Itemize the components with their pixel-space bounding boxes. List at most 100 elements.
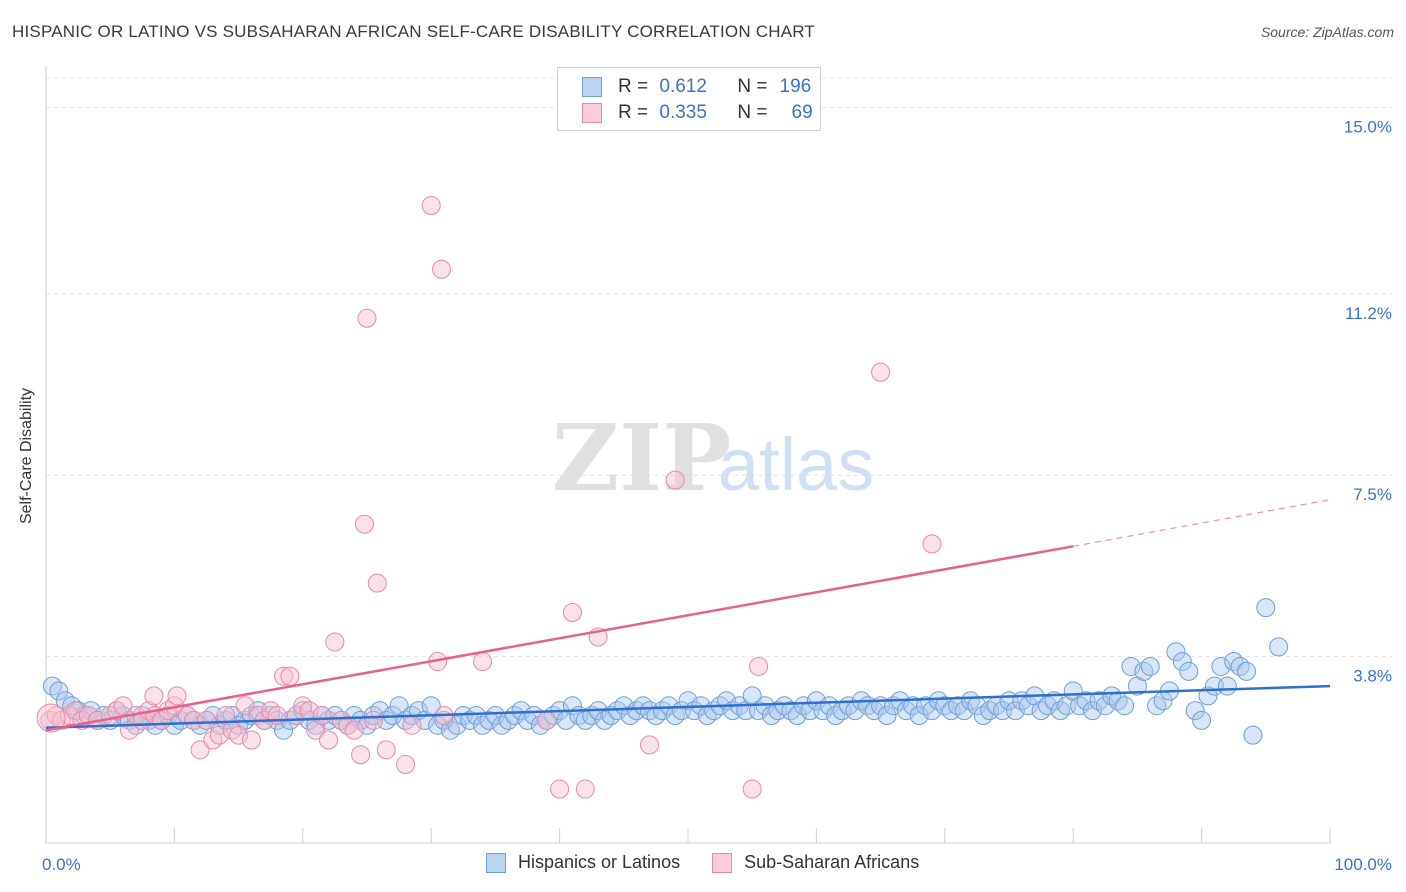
x-tick-label: 100.0% <box>1334 855 1392 874</box>
point-hispanic <box>511 701 531 721</box>
point-subsaharan <box>537 710 557 730</box>
series-legend: Hispanics or Latinos Sub-Saharan African… <box>486 852 951 873</box>
legend-label-hispanic: Hispanics or Latinos <box>518 852 681 872</box>
legend-r-label: R = <box>618 102 649 123</box>
point-subsaharan <box>639 735 659 755</box>
legend-n-value: 196 <box>779 76 812 97</box>
point-hispanic <box>787 706 807 725</box>
legend-swatch-blue <box>582 77 602 97</box>
point-hispanic <box>55 691 75 711</box>
point-subsaharan <box>367 573 387 593</box>
y-tick-label: 3.8% <box>1353 667 1392 686</box>
point-hispanic <box>505 706 525 725</box>
point-hispanic <box>1038 696 1058 716</box>
point-subsaharan <box>354 514 374 534</box>
point-subsaharan <box>78 706 98 725</box>
x-tick-label: 0.0% <box>42 855 81 874</box>
point-subsaharan <box>338 715 358 735</box>
point-hispanic <box>485 706 505 725</box>
point-hispanic <box>1172 652 1192 672</box>
point-subsaharan <box>421 196 441 215</box>
point-subsaharan <box>742 779 762 799</box>
point-hispanic <box>1005 701 1025 721</box>
point-hispanic <box>479 710 499 730</box>
y-tick-label: 15.0% <box>1344 117 1392 136</box>
point-subsaharan <box>575 779 595 799</box>
point-hispanic <box>49 681 69 701</box>
point-hispanic <box>916 696 936 716</box>
point-hispanic <box>877 706 897 725</box>
point-subsaharan <box>749 656 769 676</box>
point-hispanic <box>620 706 640 725</box>
point-hispanic <box>1070 696 1090 716</box>
point-hispanic <box>473 715 493 735</box>
point-hispanic <box>781 701 801 721</box>
point-hispanic <box>1256 598 1276 618</box>
point-subsaharan <box>665 470 685 490</box>
point-subsaharan <box>331 710 351 730</box>
point-hispanic <box>1115 696 1135 716</box>
legend-r-value: 0.612 <box>659 76 707 97</box>
point-hispanic <box>1147 696 1167 716</box>
point-hispanic <box>1089 691 1109 711</box>
point-subsaharan <box>107 701 127 721</box>
point-subsaharan <box>235 696 255 716</box>
point-subsaharan <box>144 686 164 706</box>
y-tick-label: 7.5% <box>1353 485 1392 504</box>
point-hispanic <box>973 706 993 725</box>
point-subsaharan <box>274 666 294 686</box>
point-subsaharan <box>293 696 313 716</box>
point-hispanic <box>761 706 781 725</box>
legend-swatch-pink <box>712 852 733 873</box>
stats-legend: R = 0.612 N = 196 R = 0.335 N = 69 <box>557 67 821 131</box>
point-hispanic <box>344 706 364 725</box>
legend-row-subsaharan: R = 0.335 N = 69 <box>582 102 813 124</box>
point-hispanic <box>1134 661 1154 681</box>
point-hispanic <box>896 701 916 721</box>
point-subsaharan <box>357 308 377 328</box>
legend-r-value: 0.335 <box>659 102 707 123</box>
trend-line-subsaharan-extension <box>1073 499 1331 547</box>
point-subsaharan <box>197 710 216 730</box>
point-hispanic <box>1185 701 1205 721</box>
legend-swatch-blue <box>486 852 506 873</box>
legend-item-hispanic: Hispanics or Latinos <box>486 852 680 873</box>
point-subsaharan <box>396 755 416 775</box>
point-subsaharan <box>318 730 338 750</box>
point-subsaharan <box>66 701 86 721</box>
point-subsaharan <box>177 706 197 725</box>
point-subsaharan <box>473 652 493 672</box>
source-label: Source: ZipAtlas.com <box>1260 24 1394 40</box>
point-hispanic <box>1050 701 1070 721</box>
legend-r-label: R = <box>618 76 649 97</box>
trend-line-hispanic <box>45 684 1331 730</box>
point-subsaharan <box>871 362 891 382</box>
point-hispanic <box>492 715 512 735</box>
point-hispanic <box>1166 642 1186 662</box>
point-hispanic <box>190 715 210 735</box>
legend-label-subsaharan: Sub-Saharan Africans <box>744 852 920 872</box>
point-hispanic <box>1217 676 1237 696</box>
legend-n-label: N = <box>737 76 768 97</box>
point-subsaharan <box>167 686 187 706</box>
point-hispanic <box>42 676 62 696</box>
point-subsaharan <box>562 603 582 623</box>
point-subsaharan <box>312 706 332 725</box>
legend-n-value: 69 <box>791 102 813 123</box>
point-hispanic <box>659 696 679 716</box>
point-hispanic <box>826 706 846 725</box>
point-hispanic <box>774 696 794 716</box>
point-hispanic <box>954 701 974 721</box>
y-tick-label: 11.2% <box>1345 304 1392 323</box>
point-subsaharan <box>402 715 422 735</box>
point-hispanic <box>922 701 942 721</box>
y-axis-label: Self-Care Disability <box>18 387 35 525</box>
point-subsaharan <box>36 703 66 733</box>
point-hispanic <box>1211 656 1231 676</box>
point-subsaharan <box>431 259 451 279</box>
point-hispanic <box>794 696 814 716</box>
point-hispanic <box>428 715 448 735</box>
point-hispanic <box>1224 652 1244 672</box>
point-subsaharan <box>267 706 287 725</box>
